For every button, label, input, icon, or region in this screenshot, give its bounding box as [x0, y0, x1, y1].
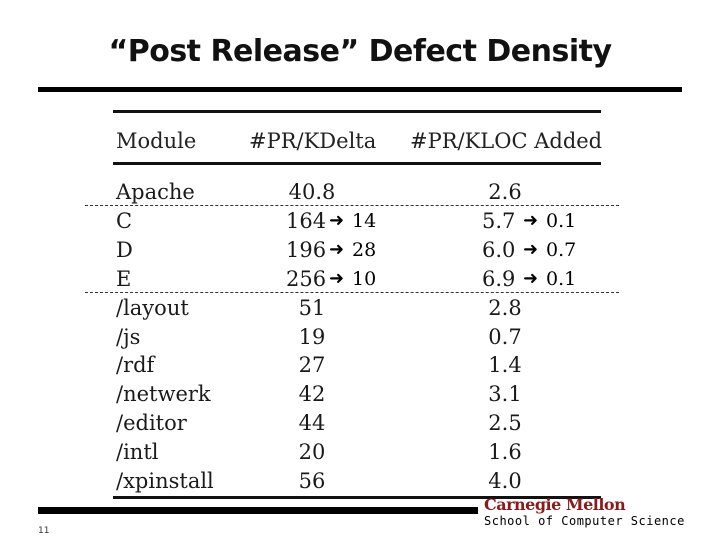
table-cell-module: Apache: [116, 180, 195, 204]
header-pr-kloc-added: #PR/KLOC Added: [410, 129, 603, 153]
cmu-logo: Carnegie Mellon: [484, 495, 626, 514]
table-cell-pr-kdelta-revised: 14: [352, 210, 377, 232]
table-cell-module: /intl: [116, 440, 159, 464]
table-cell-module: D: [116, 238, 133, 262]
table-cell-module: E: [116, 267, 132, 291]
table-cell-pr-kloc-revised: 0.1: [546, 210, 577, 232]
table-cell-pr-kdelta: 51: [298, 296, 326, 320]
table-cell-pr-kloc-revised: 0.7: [546, 239, 577, 261]
table-cell-pr-kdelta: 40.8: [288, 180, 336, 204]
table-cell-pr-kloc-added: 6.9: [482, 267, 516, 291]
table-cell-pr-kloc-added: 3.1: [488, 382, 522, 406]
table-cell-pr-kloc-added: 2.5: [488, 411, 522, 435]
header-pr-kdelta: #PR/KDelta: [249, 129, 377, 153]
header-module: Module: [116, 129, 197, 153]
dashed-separator-bottom: [85, 292, 619, 293]
table-cell-pr-kdelta-revised: 28: [352, 239, 377, 261]
table-cell-pr-kloc-added: 2.8: [488, 296, 522, 320]
table-cell-module: /rdf: [116, 353, 155, 377]
table-cell-module: /js: [116, 325, 141, 349]
table-cell-module: /netwerk: [116, 382, 211, 406]
right-arrow-icon: ➜: [329, 210, 345, 231]
table-cell-pr-kloc-added: 1.6: [488, 440, 522, 464]
table-cell-pr-kloc-added: 2.6: [488, 180, 522, 204]
table-cell-pr-kloc-added: 6.0: [482, 238, 516, 262]
table-cell-module: C: [116, 209, 133, 233]
table-cell-pr-kloc-added: 0.7: [488, 325, 522, 349]
table-cell-pr-kdelta: 164: [286, 209, 327, 233]
dashed-separator-top: [85, 205, 619, 206]
table-cell-pr-kdelta: 42: [298, 382, 326, 406]
right-arrow-icon: ➜: [523, 268, 539, 289]
table-header-rule: [113, 162, 601, 165]
title-underline: [38, 87, 682, 92]
table-cell-pr-kloc-added: 5.7: [482, 209, 516, 233]
slide-title: “Post Release” Defect Density: [108, 34, 613, 69]
right-arrow-icon: ➜: [329, 268, 345, 289]
table-cell-pr-kloc-revised: 0.1: [546, 268, 577, 290]
table-cell-pr-kdelta: 56: [298, 469, 326, 493]
table-cell-pr-kdelta: 196: [286, 238, 327, 262]
table-cell-pr-kdelta-revised: 10: [352, 268, 377, 290]
table-cell-module: /xpinstall: [116, 469, 214, 493]
right-arrow-icon: ➜: [523, 239, 539, 260]
table-cell-pr-kloc-added: 4.0: [488, 469, 522, 493]
table-cell-pr-kloc-added: 1.4: [488, 353, 522, 377]
table-top-rule: [113, 110, 601, 113]
page-number: 11: [38, 526, 50, 536]
table-cell-pr-kdelta: 44: [298, 411, 326, 435]
table-cell-pr-kdelta: 256: [286, 267, 327, 291]
right-arrow-icon: ➜: [329, 239, 345, 260]
footer-bar: [38, 507, 478, 514]
table-cell-pr-kdelta: 27: [298, 353, 326, 377]
table-bottom-rule: [113, 496, 601, 499]
table-cell-module: /layout: [116, 296, 189, 320]
table-cell-pr-kdelta: 20: [298, 440, 326, 464]
school-name: School of Computer Science: [484, 514, 685, 528]
table-cell-pr-kdelta: 19: [298, 325, 326, 349]
right-arrow-icon: ➜: [523, 210, 539, 231]
table-cell-module: /editor: [116, 411, 187, 435]
